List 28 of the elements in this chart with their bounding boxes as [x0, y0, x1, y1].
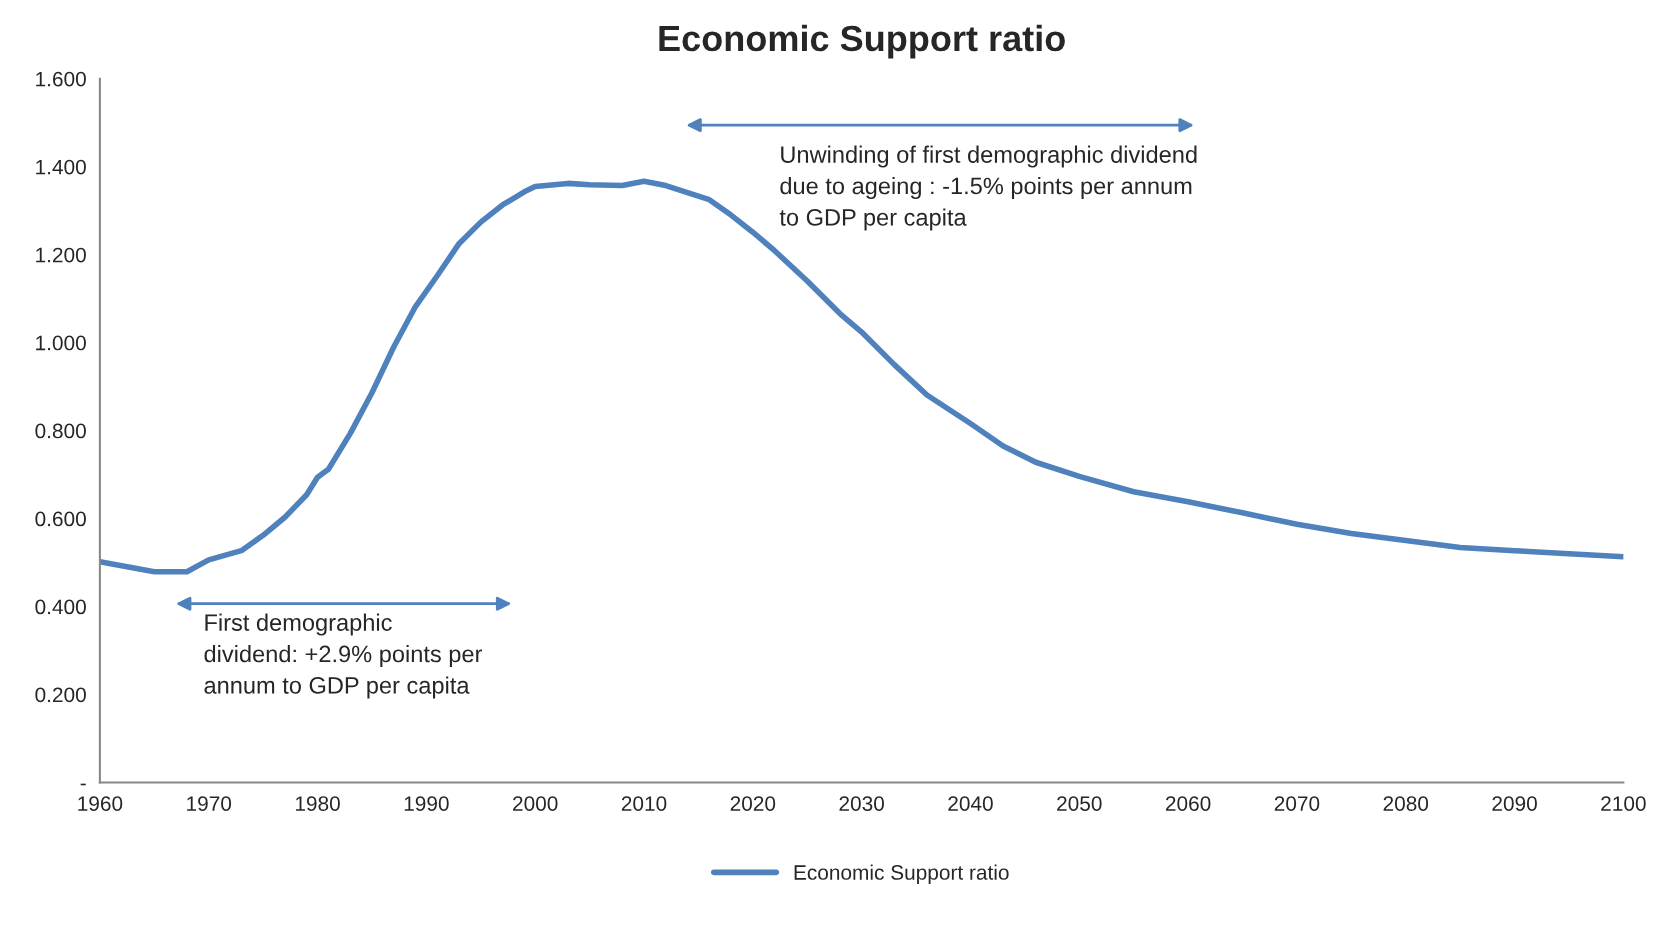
x-tick-label: 2070 [1274, 796, 1320, 811]
x-tick-label: 2060 [1165, 796, 1211, 811]
x-tick-label: 1970 [187, 796, 232, 811]
y-tick-label: 0.400 [35, 599, 86, 615]
legend-label: Economic Support ratio [794, 864, 1009, 884]
y-tick-label: 0.200 [35, 687, 86, 703]
x-tick-label: 2030 [839, 796, 884, 811]
y-tick-label: 0.800 [35, 423, 86, 439]
y-tick-label: 1.200 [36, 247, 86, 263]
y-tick-label: 1.000 [36, 335, 86, 351]
y-tick-label: 1.400 [36, 159, 86, 175]
y-tick-label: - [80, 783, 86, 786]
x-tick-label: 2000 [513, 796, 558, 811]
y-tick-label: 1.600 [36, 71, 86, 87]
annotation: First demographic dividend: +2.9% points per annum to GDP per capita [204, 613, 483, 699]
x-tick-label: 2010 [621, 796, 667, 811]
x-tick-label: 2040 [948, 796, 993, 811]
x-tick-label: 2100 [1601, 796, 1646, 811]
x-tick-label: 2020 [730, 796, 776, 811]
x-tick-label: 1980 [295, 796, 340, 811]
y-tick-label: 0.600 [35, 511, 86, 527]
x-tick-label: 2080 [1383, 796, 1429, 811]
annotation: Unwinding of first demographic dividend due to ageing : -1.5% points per annum to GDP per capita [779, 145, 1197, 231]
chart-title: Economic Support ratio [659, 24, 1065, 59]
x-tick-label: 1990 [404, 796, 449, 811]
x-tick-label: 1960 [78, 796, 123, 811]
x-tick-label: 2090 [1492, 796, 1537, 811]
x-tick-label: 2050 [1057, 796, 1102, 811]
